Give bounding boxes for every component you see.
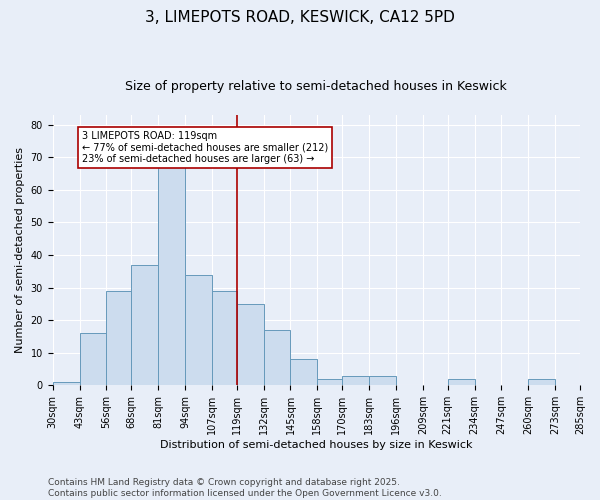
- Bar: [290, 360, 317, 386]
- Bar: [263, 330, 290, 386]
- Bar: [317, 379, 342, 386]
- Bar: [53, 382, 80, 386]
- Bar: [342, 376, 369, 386]
- Bar: [185, 274, 212, 386]
- Bar: [131, 265, 158, 386]
- Bar: [448, 379, 475, 386]
- X-axis label: Distribution of semi-detached houses by size in Keswick: Distribution of semi-detached houses by …: [160, 440, 473, 450]
- Text: Contains HM Land Registry data © Crown copyright and database right 2025.
Contai: Contains HM Land Registry data © Crown c…: [48, 478, 442, 498]
- Bar: [237, 304, 263, 386]
- Bar: [106, 291, 131, 386]
- Y-axis label: Number of semi-detached properties: Number of semi-detached properties: [15, 147, 25, 353]
- Bar: [80, 333, 106, 386]
- Bar: [369, 376, 396, 386]
- Bar: [528, 379, 555, 386]
- Bar: [158, 164, 185, 386]
- Title: Size of property relative to semi-detached houses in Keswick: Size of property relative to semi-detach…: [125, 80, 507, 93]
- Bar: [212, 291, 237, 386]
- Bar: [580, 382, 600, 386]
- Text: 3 LIMEPOTS ROAD: 119sqm
← 77% of semi-detached houses are smaller (212)
23% of s: 3 LIMEPOTS ROAD: 119sqm ← 77% of semi-de…: [82, 132, 328, 164]
- Text: 3, LIMEPOTS ROAD, KESWICK, CA12 5PD: 3, LIMEPOTS ROAD, KESWICK, CA12 5PD: [145, 10, 455, 25]
